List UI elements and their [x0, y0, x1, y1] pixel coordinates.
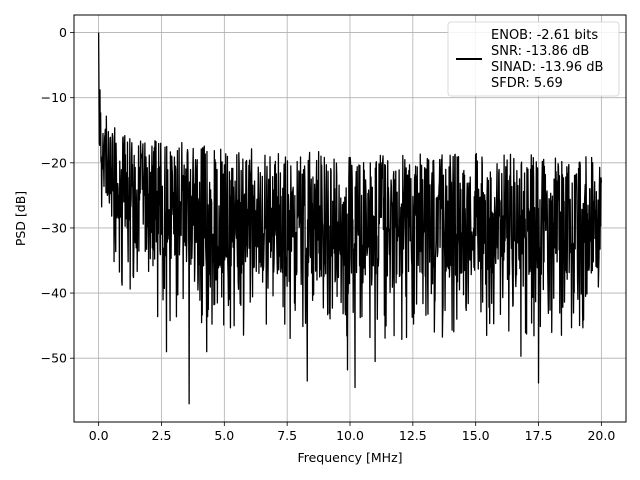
x-tick-label: 15.0 [462, 428, 490, 443]
legend-entry: SNR: -13.86 dB [491, 44, 589, 59]
x-tick-label: 12.5 [399, 428, 427, 443]
y-tick-label: −20 [41, 155, 67, 170]
x-axis-label: Frequency [MHz] [297, 450, 402, 465]
psd-series [97, 32, 603, 405]
legend-box [447, 21, 620, 97]
legend-entry: SINAD: -13.96 dB [491, 60, 603, 75]
x-tick-label: 7.5 [277, 428, 297, 443]
y-axis-label: PSD [dB] [13, 191, 28, 246]
legend-entry: ENOB: -2.61 bits [491, 28, 598, 43]
x-axis-ticks: 0.0 2.5 5.0 7.5 10.0 12.5 15.0 17.5 20.0 [89, 422, 615, 443]
x-tick-label: 5.0 [214, 428, 234, 443]
x-tick-label: 2.5 [152, 428, 172, 443]
psd-line [97, 32, 603, 405]
y-tick-label: −50 [41, 351, 67, 366]
y-tick-label: −10 [41, 90, 67, 105]
x-tick-label: 17.5 [525, 428, 553, 443]
y-axis-ticks: 0 −10 −20 −30 −40 −50 [41, 25, 74, 366]
x-tick-label: 0.0 [89, 428, 109, 443]
x-tick-label: 10.0 [336, 428, 364, 443]
y-tick-label: −30 [41, 220, 67, 235]
y-tick-label: 0 [59, 25, 67, 40]
x-tick-label: 20.0 [587, 428, 615, 443]
y-tick-label: −40 [41, 286, 67, 301]
legend-entry: SFDR: 5.69 [491, 76, 563, 91]
